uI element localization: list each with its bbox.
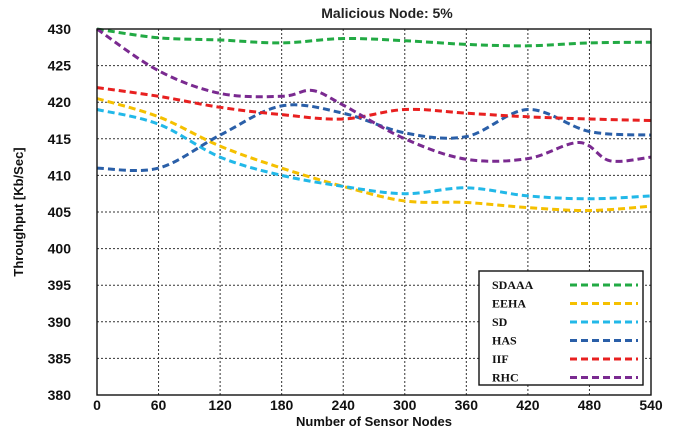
- y-tick-label: 390: [48, 314, 72, 330]
- legend-label-sdaaa: SDAAA: [492, 278, 534, 292]
- legend: SDAAA EEHA SD HAS IIF RHC: [478, 270, 644, 386]
- x-tick-label: 480: [578, 397, 602, 413]
- y-tick-label: 405: [48, 204, 72, 220]
- y-axis-label: Throughput [Kb/Sec]: [11, 147, 26, 276]
- legend-box: [478, 270, 644, 386]
- legend-label-sd: SD: [492, 315, 508, 329]
- plot-frame: [96, 28, 652, 396]
- x-tick-label: 60: [151, 397, 167, 413]
- x-tick-label: 120: [208, 397, 232, 413]
- y-tick-label: 395: [48, 277, 72, 293]
- series-line-iif: [96, 86, 652, 122]
- series-line-eeha: [96, 97, 652, 213]
- x-tick-label: 0: [93, 397, 101, 413]
- x-tick-label: 300: [393, 397, 417, 413]
- y-tick-label: 385: [48, 350, 72, 366]
- legend-label-has: HAS: [492, 334, 517, 348]
- legend-label-rhc: RHC: [492, 371, 519, 385]
- x-tick-label: 180: [270, 397, 294, 413]
- y-tick-label: 380: [48, 387, 72, 403]
- y-tick-label: 415: [48, 131, 72, 147]
- y-tick-label: 420: [48, 94, 72, 110]
- x-tick-label: 420: [516, 397, 540, 413]
- series-line-rhc: [96, 27, 652, 163]
- series-line-sdaaa: [96, 27, 652, 48]
- y-tick-label: 430: [48, 21, 72, 37]
- legend-label-eeha: EEHA: [492, 297, 526, 311]
- legend-label-iif: IIF: [492, 352, 509, 366]
- y-tick-labels: 380 385 390 395 400 405 410 415 420 425 430: [48, 21, 72, 403]
- x-tick-label: 360: [455, 397, 479, 413]
- y-tick-label: 400: [48, 241, 72, 257]
- x-tick-labels: 0 60 120 180 240 300 360 420 480 540: [93, 397, 663, 413]
- x-tick-label: 540: [639, 397, 663, 413]
- y-tick-label: 410: [48, 167, 72, 183]
- y-tick-label: 425: [48, 58, 72, 74]
- x-axis-label: Number of Sensor Nodes: [296, 414, 452, 429]
- chart-title: Malicious Node: 5%: [321, 5, 453, 21]
- series-line-sd: [96, 108, 652, 201]
- series-lines: [96, 27, 652, 213]
- x-tick-label: 240: [332, 397, 356, 413]
